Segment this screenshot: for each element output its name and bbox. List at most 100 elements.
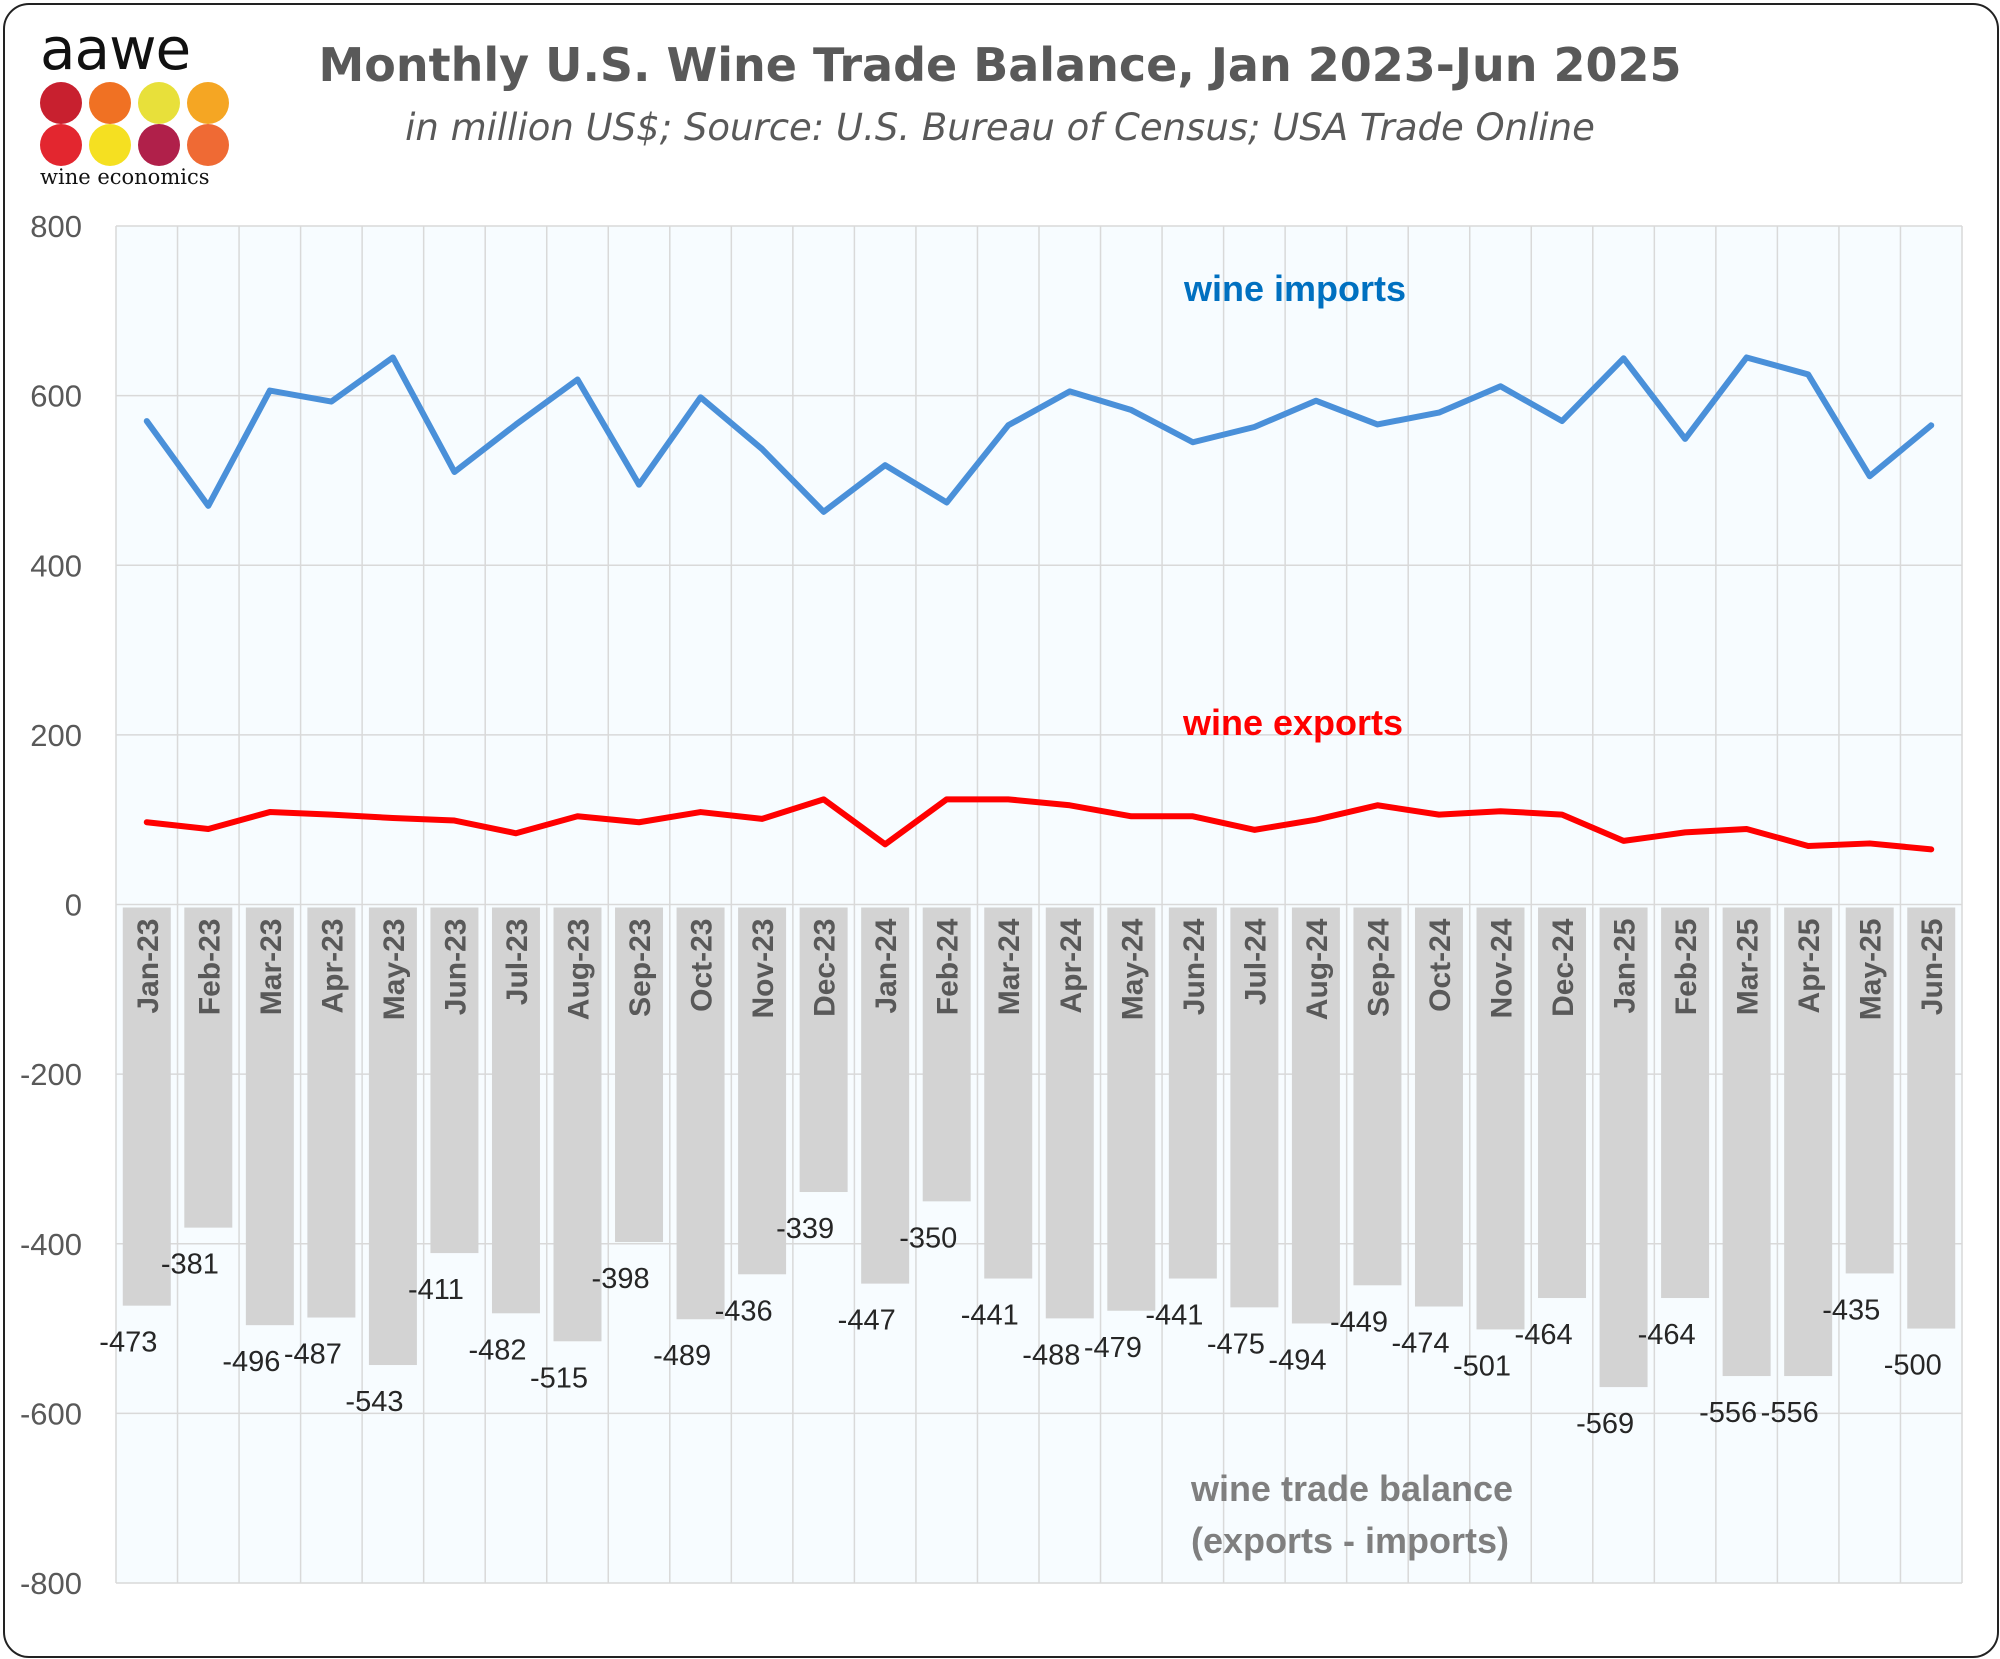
balance-bar [1414,907,1463,1307]
month-tick-label: Jul-24 [1239,918,1272,1005]
month-tick-label: May-25 [1855,919,1888,1021]
balance-bar [799,907,848,1193]
month-tick-label: Sep-23 [624,919,657,1017]
balance-bar-value: -464 [1515,1319,1573,1351]
gridlines [115,225,1963,1584]
balance-bar [861,907,910,1284]
balance-bar-value: -435 [1822,1294,1880,1326]
logo-tagline: wine economics [40,165,210,189]
balance-bar [122,907,171,1306]
balance-series-label-line1: wine trade balance [1190,1468,1513,1509]
logo-grape-dots [40,82,229,166]
month-tick-label: Oct-23 [686,919,719,1012]
balance-bar-value: -436 [715,1295,773,1327]
month-tick-label: Mar-25 [1732,919,1765,1016]
month-tick-label: Nov-24 [1486,918,1519,1018]
balance-bar-value: -496 [222,1346,280,1378]
balance-bar [430,907,479,1254]
month-tick-label: Feb-25 [1670,919,1703,1016]
balance-bar [1107,907,1156,1311]
month-tick-label: Jul-23 [501,919,534,1006]
logo-dot [89,124,131,166]
y-tick-label: 200 [30,718,82,753]
imports-line [143,354,1935,515]
logo-dot [138,82,180,124]
series-labels: wine imports wine exports wine trade bal… [1182,268,1513,1561]
balance-bar-value: -482 [468,1334,526,1366]
y-axis: 800 600 400 200 0 -200 -400 -600 -800 [20,209,82,1601]
balance-bar [1722,907,1771,1377]
month-tick-label: Jun-24 [1178,918,1211,1015]
logo-dot [40,82,82,124]
month-tick-label: Sep-24 [1362,918,1395,1017]
balance-series-label-line2: (exports - imports) [1191,1520,1509,1561]
month-tick-label: Dec-24 [1547,918,1580,1017]
logo-dot [40,124,82,166]
month-tick-label: Oct-24 [1424,918,1457,1012]
balance-bar [1353,907,1402,1286]
y-tick-label: -200 [20,1057,82,1092]
balance-bar-value: -487 [284,1339,342,1371]
balance-bar [1045,907,1094,1319]
balance-bar [1907,907,1956,1329]
balance-bar-value: -488 [1022,1339,1080,1371]
aawe-logo: aawe wine economics [38,18,238,198]
logo-dot [89,82,131,124]
balance-bar-value: -475 [1207,1328,1265,1360]
month-tick-label: Mar-24 [993,918,1026,1015]
logo-dot [187,82,229,124]
exports-line [143,796,1935,853]
month-tick-label: Jun-25 [1916,919,1949,1016]
y-tick-label: -400 [20,1227,82,1262]
balance-bar-value: -569 [1576,1408,1634,1440]
balance-bar [1599,907,1648,1388]
y-tick-label: -600 [20,1396,82,1431]
series-lines [143,354,1935,853]
balance-bar-value: -494 [1268,1344,1326,1376]
month-tick-label: Jan-24 [870,918,903,1013]
balance-bar-value: -479 [1084,1332,1142,1364]
balance-bars [122,907,1956,1388]
balance-bar [676,907,725,1320]
month-tick-label: Apr-23 [316,919,349,1014]
balance-bar-value: -556 [1761,1397,1819,1429]
balance-bar-value: -381 [161,1249,219,1281]
balance-bar [738,907,787,1275]
y-tick-label: 400 [30,548,82,583]
balance-bar [1784,907,1833,1377]
balance-bar-value: -449 [1330,1306,1388,1338]
chart-subtitle: in million US$; Source: U.S. Bureau of C… [405,106,1595,149]
balance-bar [245,907,294,1326]
logo-dot [138,124,180,166]
month-tick-label: Apr-25 [1793,919,1826,1014]
month-tick-label: Jan-25 [1609,919,1642,1014]
month-tick-label: Apr-24 [1055,918,1088,1013]
month-tick-label: Jun-23 [439,919,472,1016]
balance-bar [307,907,356,1318]
balance-bar [984,907,1033,1279]
y-tick-label: 600 [30,379,82,414]
month-tick-label: Aug-23 [563,919,596,1021]
balance-bar [1845,907,1894,1274]
y-tick-label: 800 [30,209,82,244]
logo-dot [187,124,229,166]
balance-bar [184,907,233,1228]
balance-bar [1230,907,1279,1308]
balance-bar-value: -473 [99,1327,157,1359]
month-tick-label: May-24 [1116,918,1149,1020]
balance-bar-value: -339 [776,1213,834,1245]
balance-bar-value: -543 [345,1386,403,1418]
month-tick-label: Feb-23 [193,919,226,1016]
month-labels: Jan-23 Feb-23 Mar-23 Apr-23 May-23 Jun-23 Jul-… [132,918,1949,1020]
balance-bar [922,907,971,1202]
balance-bar [368,907,417,1366]
balance-bar [553,907,602,1342]
balance-bar-value: -398 [592,1263,650,1295]
logo-wordmark: aawe [40,15,191,83]
balance-bar [615,907,664,1243]
balance-bar-value: -441 [961,1300,1019,1332]
y-tick-label: -800 [20,1566,82,1601]
y-tick-label: 0 [65,888,82,923]
balance-bar [491,907,540,1314]
